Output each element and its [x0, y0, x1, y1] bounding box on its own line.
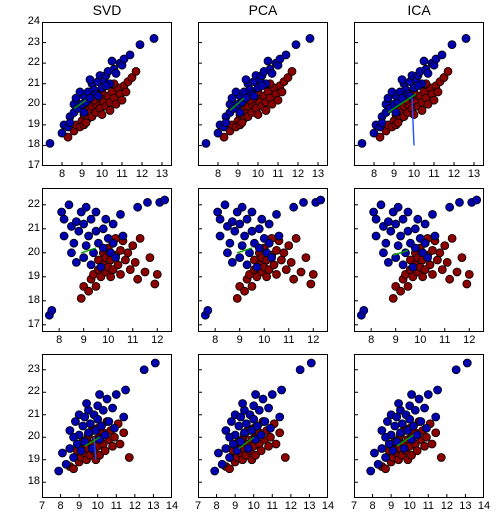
x-tick-label: 12 [281, 500, 301, 512]
x-tick-label: 9 [225, 500, 245, 512]
y-tick-label: 20 [18, 246, 40, 258]
x-tick-label: 12 [147, 334, 167, 346]
x-tick-label: 11 [123, 334, 143, 346]
x-tick-label: 13 [455, 500, 475, 512]
x-tick-label: 14 [318, 500, 338, 512]
x-tick-label: 8 [52, 168, 72, 180]
scatter-panel [354, 188, 484, 332]
y-tick-label: 19 [18, 118, 40, 130]
x-tick-label: 9 [384, 168, 404, 180]
scatter-panel [354, 354, 484, 498]
x-tick-label: 13 [299, 500, 319, 512]
x-tick-label: 8 [361, 334, 381, 346]
column-title: ICA [354, 2, 484, 18]
scatter-grid-figure: SVDPCAICA8910111213171819202122232489101… [0, 0, 500, 518]
x-tick-label: 10 [254, 334, 274, 346]
x-tick-label: 8 [205, 334, 225, 346]
y-tick-label: 17 [18, 159, 40, 171]
y-tick-label: 22 [18, 56, 40, 68]
scatter-panel [198, 354, 328, 498]
x-tick-label: 8 [208, 168, 228, 180]
x-tick-label: 11 [279, 334, 299, 346]
x-tick-label: 9 [69, 500, 89, 512]
x-tick-label: 13 [308, 168, 328, 180]
x-tick-label: 7 [32, 500, 52, 512]
scatter-panel [42, 354, 172, 498]
y-tick-label: 18 [18, 294, 40, 306]
x-tick-label: 8 [364, 168, 384, 180]
y-tick-label: 18 [18, 475, 40, 487]
x-tick-label: 12 [125, 500, 145, 512]
x-tick-label: 11 [112, 168, 132, 180]
y-tick-label: 24 [18, 15, 40, 27]
x-tick-label: 7 [344, 500, 364, 512]
y-tick-label: 20 [18, 97, 40, 109]
scatter-panel [354, 22, 484, 166]
x-tick-label: 12 [459, 334, 479, 346]
x-tick-label: 13 [464, 168, 484, 180]
x-tick-label: 11 [268, 168, 288, 180]
x-tick-label: 12 [444, 168, 464, 180]
x-tick-label: 10 [92, 168, 112, 180]
x-tick-label: 9 [228, 168, 248, 180]
y-tick-label: 19 [18, 453, 40, 465]
x-tick-label: 11 [262, 500, 282, 512]
x-tick-label: 8 [363, 500, 383, 512]
x-tick-label: 12 [437, 500, 457, 512]
y-tick-label: 20 [18, 430, 40, 442]
x-tick-label: 12 [288, 168, 308, 180]
x-tick-label: 11 [424, 168, 444, 180]
x-tick-label: 8 [51, 500, 71, 512]
y-tick-label: 21 [18, 222, 40, 234]
y-tick-label: 19 [18, 270, 40, 282]
x-tick-label: 13 [152, 168, 172, 180]
x-tick-label: 7 [188, 500, 208, 512]
x-tick-label: 14 [474, 500, 494, 512]
x-tick-label: 9 [74, 334, 94, 346]
y-tick-label: 17 [18, 318, 40, 330]
x-tick-label: 10 [88, 500, 108, 512]
x-tick-label: 9 [386, 334, 406, 346]
x-tick-label: 8 [207, 500, 227, 512]
x-tick-label: 11 [435, 334, 455, 346]
x-tick-label: 14 [162, 500, 182, 512]
y-tick-label: 23 [18, 36, 40, 48]
x-tick-label: 11 [106, 500, 126, 512]
x-tick-label: 10 [248, 168, 268, 180]
y-tick-label: 21 [18, 77, 40, 89]
column-title: PCA [198, 2, 328, 18]
x-tick-label: 8 [49, 334, 69, 346]
scatter-panel [198, 188, 328, 332]
x-tick-label: 11 [418, 500, 438, 512]
y-tick-label: 22 [18, 385, 40, 397]
y-tick-label: 23 [18, 363, 40, 375]
x-tick-label: 13 [143, 500, 163, 512]
x-tick-label: 9 [230, 334, 250, 346]
x-tick-label: 9 [72, 168, 92, 180]
x-tick-label: 9 [381, 500, 401, 512]
x-tick-label: 10 [244, 500, 264, 512]
x-tick-label: 10 [400, 500, 420, 512]
scatter-panel [198, 22, 328, 166]
x-tick-label: 10 [98, 334, 118, 346]
x-tick-label: 12 [303, 334, 323, 346]
scatter-panel [42, 22, 172, 166]
column-title: SVD [42, 2, 172, 18]
x-tick-label: 10 [410, 334, 430, 346]
y-tick-label: 21 [18, 408, 40, 420]
x-tick-label: 10 [404, 168, 424, 180]
x-tick-label: 12 [132, 168, 152, 180]
y-tick-label: 22 [18, 198, 40, 210]
scatter-panel [42, 188, 172, 332]
y-tick-label: 18 [18, 138, 40, 150]
